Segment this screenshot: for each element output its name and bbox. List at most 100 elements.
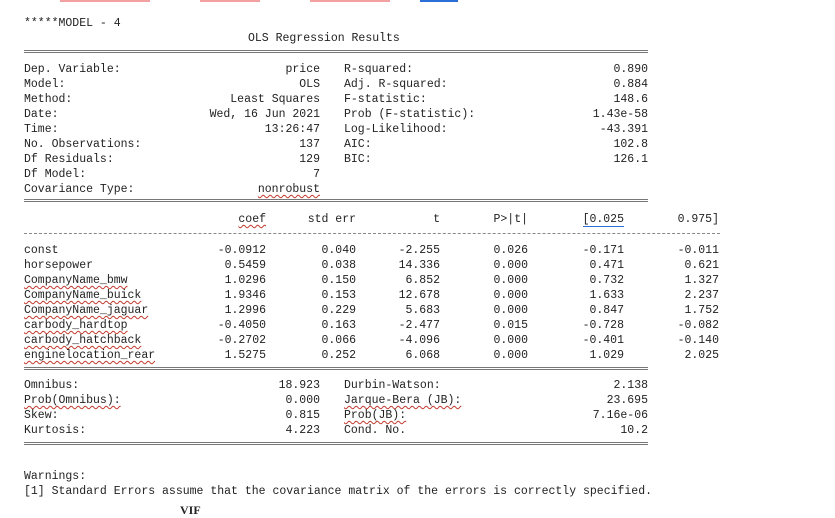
- table-row-name: const: [24, 244, 59, 257]
- summary-value: 102.8: [613, 138, 648, 151]
- column-header: P>|t|: [493, 213, 528, 226]
- diagnostic-label: Durbin-Watson:: [344, 379, 441, 392]
- table-cell: -0.4050: [217, 319, 266, 332]
- table-cell: -0.0912: [217, 244, 266, 257]
- summary-value: Wed, 16 Jun 2021: [209, 108, 320, 121]
- divider: [24, 50, 648, 53]
- table-cell: 1.5275: [224, 349, 266, 362]
- diagnostic-label: Jarque-Bera (JB):: [344, 393, 461, 408]
- column-header-text: [0.025: [582, 213, 624, 227]
- table-cell: 0.252: [321, 349, 356, 362]
- diagnostic-label: Omnibus:: [24, 379, 80, 392]
- table-cell: 2.025: [684, 349, 719, 362]
- summary-label: AIC:: [344, 138, 372, 151]
- table-cell: 1.2996: [224, 304, 266, 317]
- divider: [24, 367, 648, 370]
- table-cell: -0.728: [582, 319, 624, 332]
- summary-value: 0.884: [613, 78, 648, 91]
- table-row-name: carbody_hardtop: [24, 318, 128, 333]
- table-cell: -0.082: [677, 319, 719, 332]
- diagnostic-label: Prob(JB):: [344, 408, 406, 423]
- table-cell: -0.401: [582, 334, 624, 347]
- table-cell: 14.336: [398, 259, 440, 272]
- table-cell: -0.2702: [217, 334, 266, 347]
- summary-value: 7: [313, 168, 320, 181]
- diagnostic-value: 10.2: [620, 424, 648, 437]
- table-cell: -4.096: [398, 334, 440, 347]
- summary-value: nonrobust: [160, 182, 320, 197]
- table-cell: 0.5459: [224, 259, 266, 272]
- table-cell: -0.171: [582, 244, 624, 257]
- summary-label: Df Residuals:: [24, 153, 114, 166]
- divider: [24, 199, 648, 202]
- summary-label: BIC:: [344, 153, 372, 166]
- column-header: std err: [307, 213, 356, 226]
- table-cell: 0.000: [493, 334, 528, 347]
- table-cell: -2.255: [398, 244, 440, 257]
- summary-label: Df Model:: [24, 168, 87, 181]
- divider: [24, 442, 648, 445]
- divider: [24, 233, 720, 234]
- table-row-name-text: CompanyName_buick: [24, 289, 142, 302]
- table-cell: -0.140: [677, 334, 719, 347]
- table-cell: 0.000: [493, 274, 528, 287]
- diagnostic-label: Cond. No.: [344, 424, 407, 437]
- table-cell: 1.327: [684, 274, 719, 287]
- table-cell: 1.9346: [224, 289, 266, 302]
- table-row-name-text: enginelocation_rear: [24, 349, 156, 362]
- table-row-name-text: carbody_hardtop: [24, 319, 128, 332]
- table-cell: 2.237: [684, 289, 719, 302]
- column-header: 0.975]: [677, 213, 719, 226]
- summary-label: Prob (F-statistic):: [344, 108, 476, 121]
- footer-fragment: VIF: [180, 503, 201, 517]
- table-cell: -2.477: [398, 319, 440, 332]
- summary-value: -43.391: [599, 123, 648, 136]
- table-cell: 0.153: [321, 289, 356, 302]
- table-cell: 0.015: [493, 319, 528, 332]
- diagnostic-value: 0.000: [285, 394, 320, 407]
- diagnostic-value: 2.138: [613, 379, 648, 392]
- previous-output-fragment: [60, 0, 460, 3]
- summary-label: No. Observations:: [24, 138, 142, 151]
- summary-label: Log-Likelihood:: [344, 123, 448, 136]
- warning-line: [1] Standard Errors assume that the cova…: [24, 485, 653, 498]
- table-row-name-text: CompanyName_jaguar: [24, 304, 149, 317]
- summary-value: 137: [299, 138, 320, 151]
- summary-value: 1.43e-58: [592, 108, 648, 121]
- summary-value: Least Squares: [230, 93, 320, 106]
- summary-label: R-squared:: [344, 63, 414, 76]
- summary-value-text: nonrobust: [257, 183, 320, 196]
- table-row-name: CompanyName_buick: [24, 288, 141, 303]
- table-row-name-text: carbody_hatchback: [24, 334, 142, 347]
- summary-value: 13:26:47: [264, 123, 320, 136]
- table-cell: 0.229: [321, 304, 356, 317]
- table-cell: 0.040: [321, 244, 356, 257]
- table-cell: 0.847: [589, 304, 624, 317]
- table-cell: 0.621: [684, 259, 719, 272]
- table-row-name: carbody_hatchback: [24, 333, 141, 348]
- table-cell: 0.000: [493, 349, 528, 362]
- diagnostic-label-text: Prob(Omnibus):: [24, 394, 121, 407]
- table-cell: 0.000: [493, 304, 528, 317]
- table-cell: 0.000: [493, 289, 528, 302]
- summary-label: Method:: [24, 93, 73, 106]
- table-row-name-text: CompanyName_bmw: [24, 274, 128, 287]
- column-header-text: coef: [238, 213, 266, 226]
- summary-value: 126.1: [613, 153, 648, 166]
- table-row-name: horsepower: [24, 259, 94, 272]
- table-cell: 5.683: [405, 304, 440, 317]
- table-cell: 1.0296: [224, 274, 266, 287]
- table-cell: 12.678: [398, 289, 440, 302]
- table-row-name: CompanyName_bmw: [24, 273, 128, 288]
- table-cell: 6.068: [405, 349, 440, 362]
- summary-label: Model:: [24, 78, 66, 91]
- table-cell: 0.000: [493, 259, 528, 272]
- summary-value: 148.6: [613, 93, 648, 106]
- diagnostic-value: 0.815: [285, 409, 320, 422]
- summary-value: 129: [299, 153, 320, 166]
- diagnostic-value: 7.16e-06: [592, 409, 648, 422]
- summary-label: Time:: [24, 123, 59, 136]
- diagnostic-value: 23.695: [606, 394, 648, 407]
- summary-label: Covariance Type:: [24, 183, 135, 196]
- table-cell: 0.471: [589, 259, 624, 272]
